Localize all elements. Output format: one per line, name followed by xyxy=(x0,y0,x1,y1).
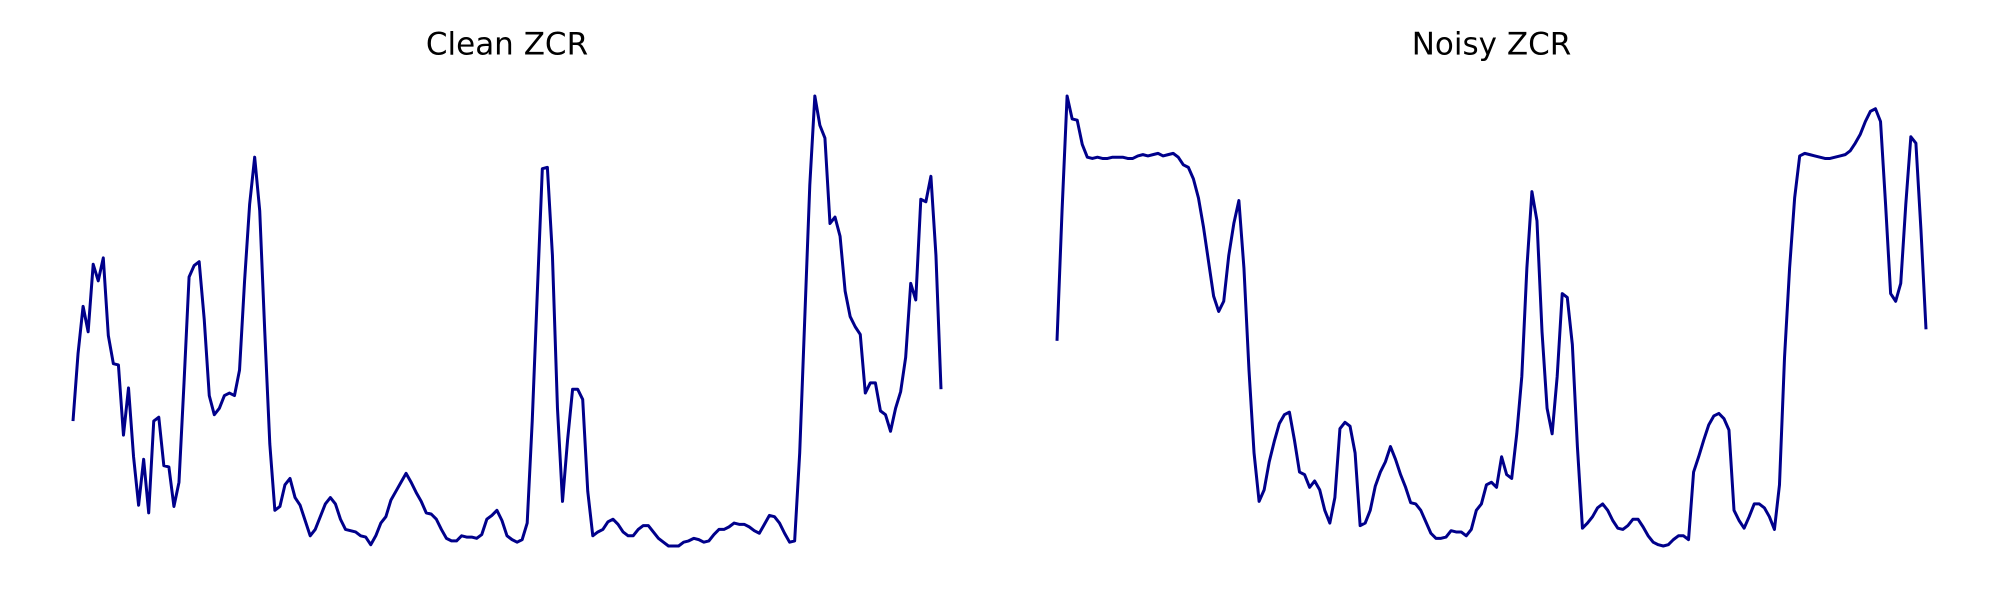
zcr-line xyxy=(71,94,943,548)
chart-title: Noisy ZCR xyxy=(1412,27,1572,63)
chart-title: Clean ZCR xyxy=(426,27,588,63)
zcr-line xyxy=(1055,94,1928,548)
